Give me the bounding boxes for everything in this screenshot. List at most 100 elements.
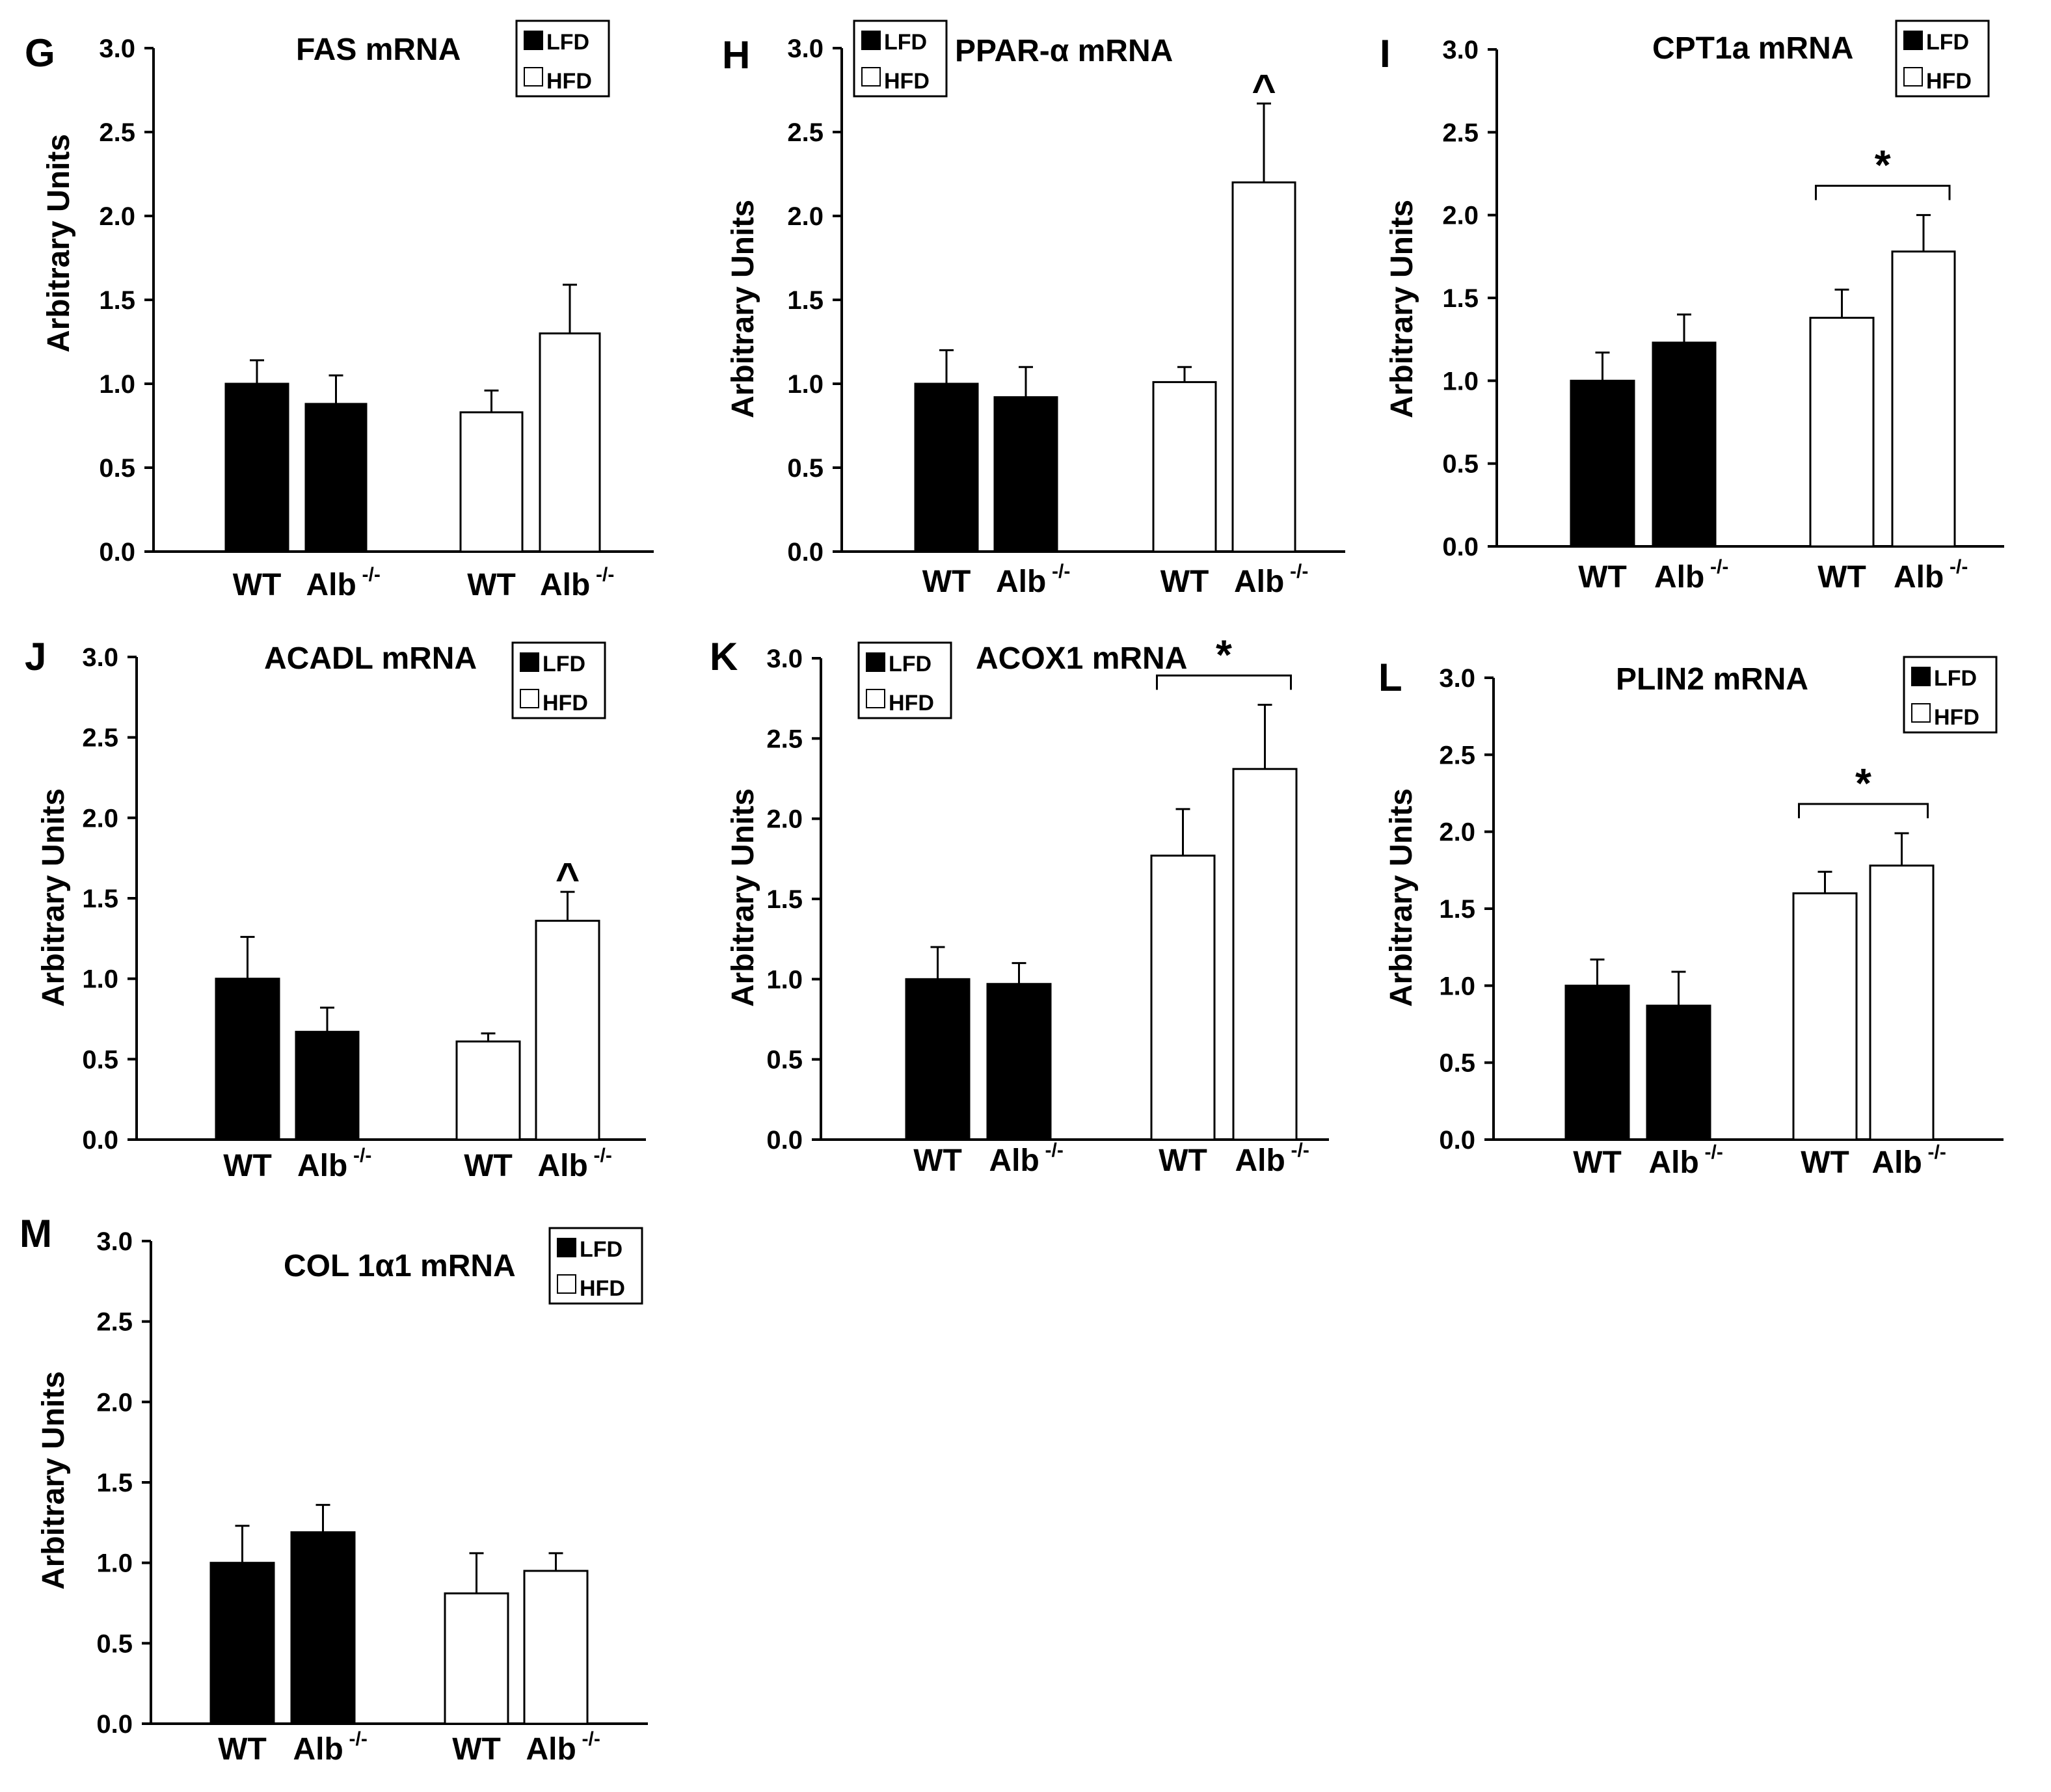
legend-swatch-hfd (1911, 703, 1931, 723)
x-tick-label-superscript: -/- (1045, 1140, 1064, 1161)
y-axis-label: Arbitrary Units (36, 788, 71, 1007)
significance-bracket (1798, 803, 1929, 819)
legend-label-hfd: HFD (889, 691, 934, 715)
panel-letter: M (20, 1212, 52, 1255)
x-tick-label-alb: Alb (996, 565, 1046, 599)
x-tick-label-superscript: -/- (1291, 1140, 1309, 1161)
legend-label-hfd: HFD (546, 69, 592, 94)
y-tick-label: 2.0 (766, 805, 803, 834)
y-tick-label: 2.5 (787, 118, 824, 147)
bar-lfd-alb (1646, 1004, 1711, 1141)
x-tick-label-wt: WT (913, 1143, 962, 1178)
y-tick-label: 1.0 (1439, 972, 1475, 1000)
legend-label-lfd: LFD (1934, 666, 1977, 691)
y-tick-label: 2.5 (99, 118, 135, 147)
y-tick-label: 2.5 (96, 1308, 133, 1337)
x-tick-label-alb: Alb (1234, 565, 1284, 599)
bar-lfd-wt (914, 382, 979, 553)
x-tick-label-alb: Alb (1654, 560, 1704, 595)
y-tick-label: 0.5 (96, 1629, 133, 1658)
bar-lfd-alb (993, 396, 1058, 553)
y-tick-label: 1.5 (787, 286, 824, 315)
legend-swatch-lfd (1911, 667, 1931, 686)
bar-lfd-alb (290, 1531, 356, 1725)
y-tick-label: 1.0 (82, 965, 118, 994)
y-tick-label: 3.0 (99, 34, 135, 63)
y-tick-label: 1.5 (1439, 895, 1475, 924)
bar-hfd-wt (1152, 381, 1217, 553)
x-tick-label-superscript: -/- (362, 564, 381, 585)
legend-label-hfd: HFD (1934, 705, 1979, 730)
bar-hfd-wt (444, 1592, 509, 1725)
x-tick-label-alb: Alb (526, 1732, 576, 1767)
y-tick-label: 3.0 (787, 34, 824, 63)
legend-swatch-lfd (861, 31, 881, 50)
legend-swatch-lfd (1903, 31, 1923, 50)
y-tick-label: 1.5 (96, 1469, 133, 1497)
y-tick-label: 2.5 (766, 725, 803, 753)
x-tick-label-wt: WT (467, 568, 516, 602)
legend-label-lfd: LFD (543, 652, 585, 676)
y-tick-label: 0.0 (787, 538, 824, 567)
legend-swatch-hfd (866, 689, 885, 708)
panel-letter: K (710, 635, 738, 678)
panel-letter: H (722, 33, 750, 77)
x-tick-label-superscript: -/- (1710, 556, 1728, 578)
y-tick-label: 1.0 (96, 1549, 133, 1578)
x-tick-label-superscript: -/- (1928, 1142, 1946, 1163)
panel-i: I CPT1a mRNA Arbitrary Units 0.0 0.5 1.0 1.5 2.… (1380, 20, 2004, 595)
legend-label-hfd: HFD (580, 1276, 625, 1301)
legend-label-lfd: LFD (884, 30, 927, 55)
bar-lfd-wt (215, 978, 280, 1141)
bar-hfd-wt (459, 411, 524, 553)
bar-hfd-wt (1809, 317, 1875, 548)
panel-h: H PPAR-α mRNA Arbitrary Units 0.0 0.5 1.0 1.5 2… (722, 20, 1345, 599)
x-tick-label-wt: WT (922, 565, 971, 599)
y-axis-label: Arbitrary Units (726, 788, 760, 1007)
legend-swatch-lfd (524, 31, 543, 50)
y-tick-label: 1.0 (766, 965, 803, 994)
significance-marker: * (1216, 632, 1232, 678)
y-axis-label: Arbitrary Units (726, 200, 760, 418)
bar-lfd-alb (304, 403, 368, 553)
y-tick-label: 0.0 (1442, 533, 1479, 561)
y-tick-label: 0.0 (766, 1126, 803, 1155)
legend-label-lfd: LFD (546, 30, 589, 55)
y-tick-label: 0.5 (82, 1045, 118, 1074)
significance-marker: * (1875, 142, 1891, 189)
x-tick-label-wt: WT (452, 1732, 501, 1767)
legend: LFD HFD (857, 641, 952, 719)
y-tick-label: 0.5 (99, 454, 135, 483)
x-tick-label-alb: Alb (1894, 560, 1944, 595)
y-tick-label: 2.0 (82, 804, 118, 833)
x-tick-label-superscript: -/- (349, 1728, 368, 1750)
bar-lfd-wt (224, 382, 289, 553)
x-tick-label-alb: Alb (1649, 1145, 1699, 1180)
x-tick-label-wt: WT (233, 568, 282, 602)
y-tick-label: 2.5 (82, 724, 118, 753)
y-tick-label: 0.0 (99, 538, 135, 567)
x-tick-label-wt: WT (223, 1149, 272, 1183)
chart-title: FAS mRNA (296, 33, 461, 67)
panel-k: K ACOX1 mRNA Arbitrary Units 0.0 0.5 1.0 1.5 2.… (710, 632, 1329, 1178)
y-tick-label: 3.0 (96, 1227, 133, 1256)
bar-lfd-wt (905, 978, 971, 1141)
bar-lfd-alb (1652, 341, 1717, 548)
x-tick-label-alb: Alb (1872, 1145, 1922, 1180)
bar-hfd-alb (1891, 250, 1956, 548)
legend: LFD HFD (853, 20, 948, 98)
legend: LFD HFD (511, 641, 606, 719)
legend-swatch-lfd (557, 1238, 576, 1257)
x-tick-label-wt: WT (1159, 1143, 1207, 1178)
legend-swatch-hfd (1903, 67, 1923, 87)
bar-hfd-wt (455, 1040, 521, 1141)
chart-title: ACOX1 mRNA (976, 641, 1187, 676)
x-tick-label-superscript: -/- (1950, 556, 1968, 578)
bar-hfd-alb (1869, 864, 1935, 1141)
legend-swatch-hfd (557, 1274, 576, 1294)
bar-lfd-wt (1570, 379, 1635, 548)
legend-label-hfd: HFD (543, 691, 588, 715)
legend-swatch-hfd (524, 67, 543, 87)
x-tick-label-superscript: -/- (1052, 561, 1070, 582)
